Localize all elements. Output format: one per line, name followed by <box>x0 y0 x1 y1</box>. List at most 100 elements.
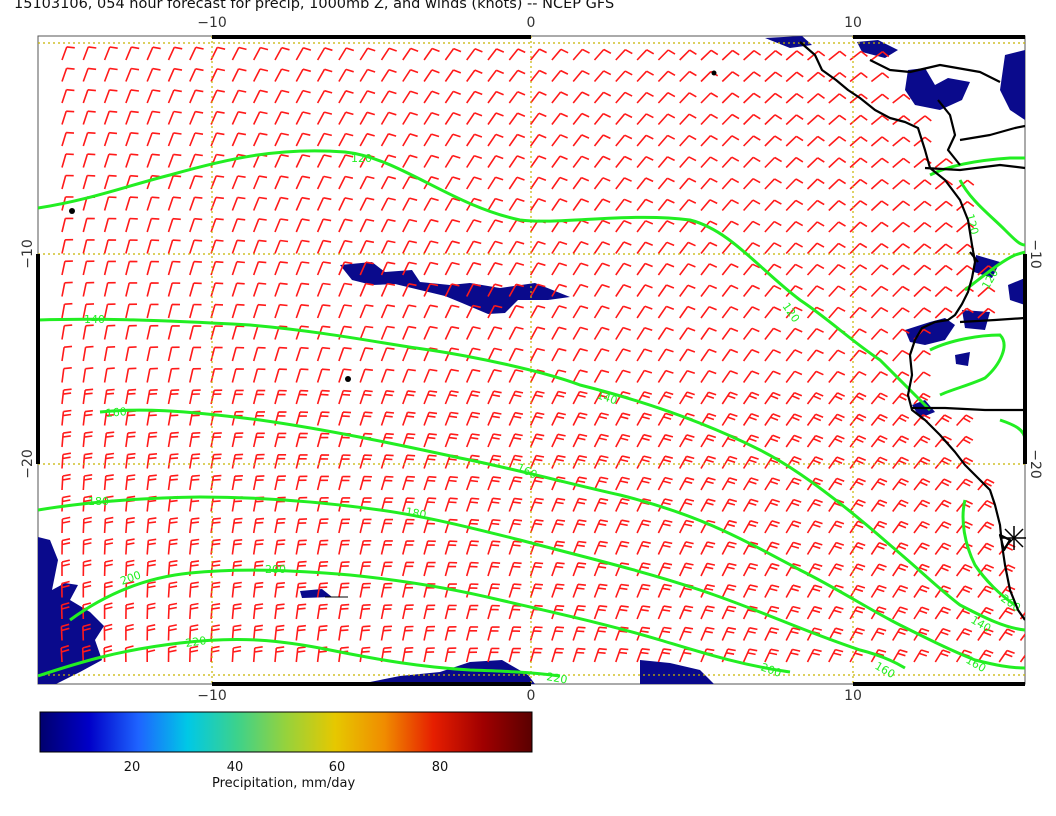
border <box>959 316 1025 324</box>
wind-barb <box>103 153 117 168</box>
wind-barb <box>892 584 909 598</box>
wind-barb <box>913 435 931 448</box>
wind-barb <box>636 326 653 340</box>
wind-barb <box>743 49 762 61</box>
wind-barb <box>679 455 695 469</box>
wind-barb <box>274 89 290 104</box>
wind-barb <box>977 564 995 577</box>
wind-barb <box>103 581 113 598</box>
wind-barb <box>742 413 760 426</box>
wind-barb <box>61 46 75 61</box>
wind-barb <box>103 89 118 104</box>
wind-barb <box>849 541 866 555</box>
wind-barb <box>465 540 479 555</box>
wind-barb <box>892 136 911 147</box>
wind-barb <box>210 581 221 598</box>
island <box>345 376 351 382</box>
wind-barb <box>189 46 204 61</box>
wind-barb <box>785 114 804 126</box>
wind-barb <box>892 285 910 298</box>
wind-barb <box>742 477 759 491</box>
wind-barb <box>615 348 631 362</box>
wind-barb <box>167 260 181 276</box>
wind-barb <box>444 497 458 512</box>
wind-barb <box>125 559 135 577</box>
wind-barb <box>679 198 697 212</box>
wind-barb <box>189 260 202 276</box>
wind-barb <box>849 157 868 169</box>
wind-barb <box>380 218 396 233</box>
wind-barb <box>913 350 931 362</box>
wind-barb <box>913 478 931 491</box>
wind-barb <box>103 196 117 211</box>
wind-barb <box>572 497 587 512</box>
wind-barb <box>231 132 247 147</box>
wind-barb <box>828 264 846 276</box>
wind-barb <box>700 135 718 147</box>
wind-barb <box>657 648 672 663</box>
colorbar-label: Precipitation, mm/day <box>212 776 356 791</box>
wind-barb <box>529 626 543 641</box>
wind-barb <box>231 346 245 362</box>
border <box>969 251 979 263</box>
wind-barb <box>870 285 889 298</box>
wind-barb <box>465 476 480 491</box>
wind-barb <box>892 328 910 341</box>
wind-barb <box>593 540 608 555</box>
wind-barb <box>82 89 96 104</box>
precip-patch <box>300 589 332 598</box>
wind-barb <box>189 581 199 598</box>
wind-barb <box>231 196 246 211</box>
wind-barb <box>615 134 633 147</box>
wind-barb <box>380 432 394 448</box>
wind-barb <box>82 580 92 598</box>
wind-barb <box>764 71 783 83</box>
wind-barb <box>700 284 718 297</box>
wind-barb <box>934 563 952 577</box>
wind-barb <box>551 519 566 534</box>
wind-barb <box>636 562 651 577</box>
wind-barb <box>103 538 114 555</box>
wind-barb <box>189 303 202 319</box>
wind-barb <box>551 583 565 598</box>
wind-barb <box>764 584 780 598</box>
wind-barb <box>423 47 440 61</box>
wind-barb <box>934 499 952 512</box>
wind-barb <box>593 48 612 61</box>
wind-barb <box>849 563 866 577</box>
wind-barb <box>551 155 568 168</box>
wind-barb <box>487 347 503 362</box>
wind-barb <box>82 623 91 641</box>
wind-barb <box>125 110 139 125</box>
wind-barb <box>828 114 847 126</box>
wind-barb <box>636 220 654 233</box>
wind-barb <box>529 133 547 147</box>
wind-barb <box>274 624 285 641</box>
wind-barb <box>870 157 889 169</box>
wind-barb <box>487 497 501 512</box>
wind-barb <box>380 390 395 405</box>
wind-barb <box>359 304 374 319</box>
wind-barb <box>742 220 761 233</box>
wind-barb <box>572 348 588 362</box>
wind-barb <box>678 498 695 512</box>
contour-label: 140 <box>84 313 105 326</box>
wind-barb <box>125 282 138 297</box>
wind-barb <box>849 306 867 319</box>
wind-barb <box>380 411 395 426</box>
wind-barb <box>380 68 397 82</box>
wind-barb <box>487 326 503 340</box>
wind-barb <box>61 302 73 319</box>
wind-barb <box>210 560 221 577</box>
wind-barb <box>764 627 779 641</box>
wind-barb <box>636 284 653 297</box>
wind-barb <box>636 113 654 126</box>
wind-barb <box>679 156 697 169</box>
wind-barb <box>231 260 245 276</box>
wind-barb <box>657 262 675 276</box>
wind-barb <box>636 305 653 319</box>
wind-barb <box>487 433 502 448</box>
wind-barb <box>636 241 654 254</box>
wind-barb <box>849 627 865 641</box>
wind-barb <box>359 347 374 362</box>
